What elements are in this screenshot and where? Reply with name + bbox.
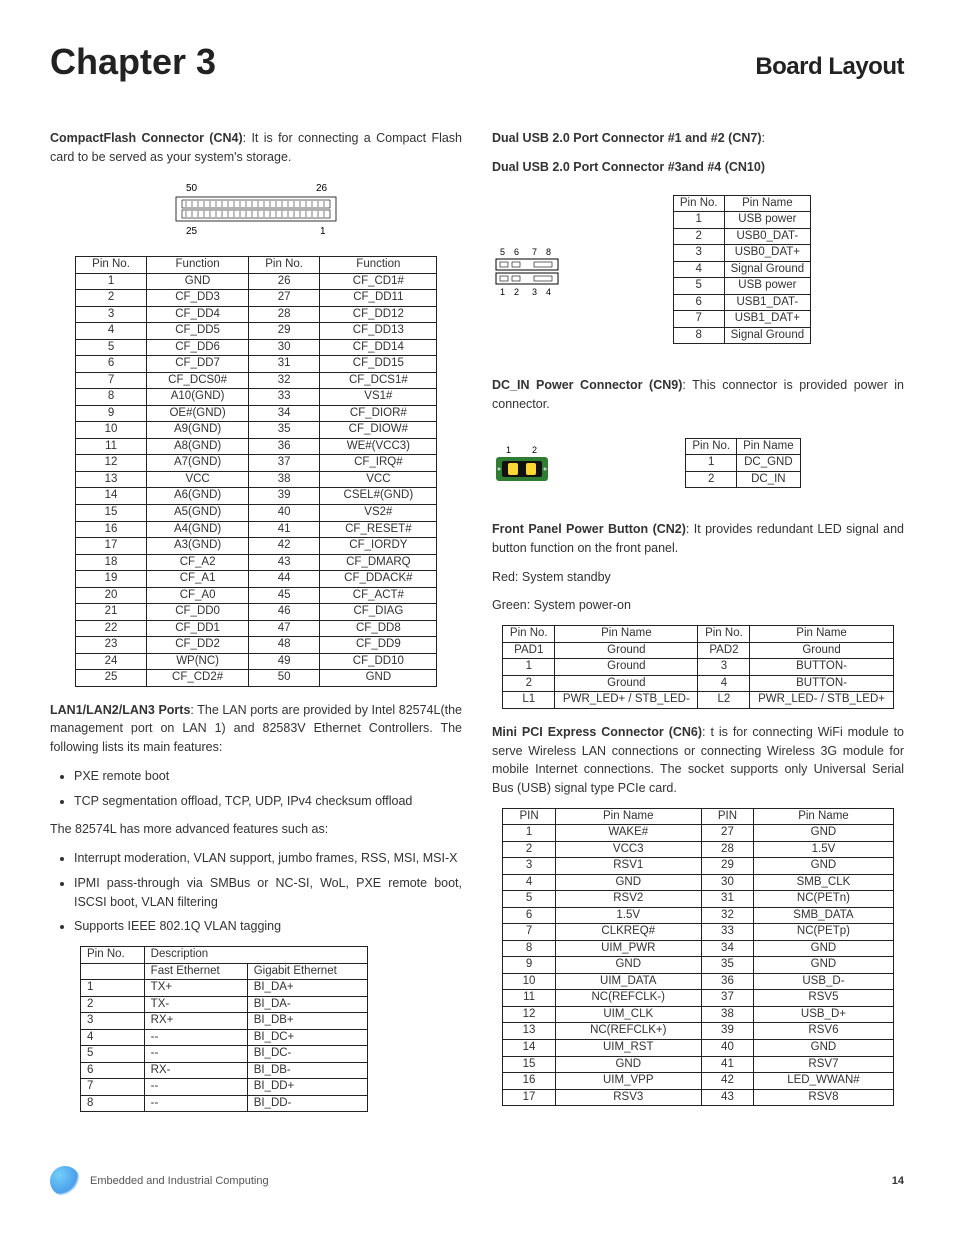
svg-text:2: 2 [532,445,537,455]
right-column: Dual USB 2.0 Port Connector #1 and #2 (C… [492,129,904,1126]
cn7-table: Pin No.Pin Name1USB power2USB0_DAT-3USB0… [673,195,811,345]
cn4-figure: 50 26 25 1 [50,179,462,245]
cn7-t1-line: Dual USB 2.0 Port Connector #1 and #2 (C… [492,129,904,148]
cn6-title: Mini PCI Express Connector (CN6) [492,725,702,739]
lan-mid: The 82574L has more advanced features su… [50,820,462,839]
cn9-para: DC_IN Power Connector (CN9): This connec… [492,376,904,414]
cn2-table: Pin No.Pin NamePin No.Pin NamePAD1Ground… [502,625,893,709]
cn7-figure: 56 78 12 34 Pin No.Pin Name1USB power2USB0… [492,187,904,359]
svg-text:1: 1 [320,226,326,237]
cn9-table: Pin No.Pin Name1DC_GND2DC_IN [685,438,800,489]
svg-text:8: 8 [546,247,551,257]
cn2-red: Red: System standby [492,568,904,587]
section-title: Board Layout [755,49,904,85]
cn6-para: Mini PCI Express Connector (CN6): t is f… [492,723,904,798]
svg-text:1: 1 [500,287,505,297]
cn2-title: Front Panel Power Button (CN2) [492,522,686,536]
list-item: Interrupt moderation, VLAN support, jumb… [74,849,462,868]
cn4-title: CompactFlash Connector (CN4) [50,131,243,145]
lan-title: LAN1/LAN2/LAN3 Ports [50,703,190,717]
cn6-table: PINPin NamePINPin Name1WAKE#27GND2VCC328… [502,808,893,1106]
svg-text:25: 25 [186,226,198,237]
lan-bullets1: PXE remote boot TCP segmentation offload,… [50,767,462,811]
lan-bullets2: Interrupt moderation, VLAN support, jumb… [50,849,462,936]
cn7-t1: Dual USB 2.0 Port Connector #1 and #2 (C… [492,131,762,145]
cn4-para: CompactFlash Connector (CN4): It is for … [50,129,462,167]
svg-text:4: 4 [546,287,551,297]
chapter-title: Chapter 3 [50,35,216,89]
svg-text:2: 2 [514,287,519,297]
svg-text:6: 6 [514,247,519,257]
page-header: Chapter 3 Board Layout [50,35,904,89]
footer-logo-icon [50,1166,80,1196]
lan-table: Pin No.DescriptionFast EthernetGigabit E… [80,946,368,1112]
footer-text: Embedded and Industrial Computing [90,1173,269,1190]
cn9-figure: 1 2 Pin No.Pin Name1DC_GND2DC_IN [492,430,904,503]
list-item: Supports IEEE 802.1Q VLAN tagging [74,917,462,936]
list-item: IPMI pass-through via SMBus or NC-SI, Wo… [74,874,462,912]
cn7-t2: Dual USB 2.0 Port Connector #3and #4 (CN… [492,158,904,177]
svg-text:26: 26 [316,183,328,194]
svg-text:1: 1 [506,445,511,455]
page-footer: Embedded and Industrial Computing 14 [50,1166,904,1196]
svg-text:5: 5 [500,247,505,257]
cn9-title: DC_IN Power Connector (CN9) [492,378,682,392]
svg-text:3: 3 [532,287,537,297]
cn4-table: Pin No.FunctionPin No.Function1GND26CF_C… [75,256,438,686]
cn2-para: Front Panel Power Button (CN2): It provi… [492,520,904,558]
svg-text:7: 7 [532,247,537,257]
left-column: CompactFlash Connector (CN4): It is for … [50,129,462,1126]
list-item: PXE remote boot [74,767,462,786]
footer-page: 14 [892,1173,904,1190]
svg-text:50: 50 [186,183,198,194]
lan-para: LAN1/LAN2/LAN3 Ports: The LAN ports are … [50,701,462,757]
list-item: TCP segmentation offload, TCP, UDP, IPv4… [74,792,462,811]
cn2-green: Green: System power-on [492,596,904,615]
